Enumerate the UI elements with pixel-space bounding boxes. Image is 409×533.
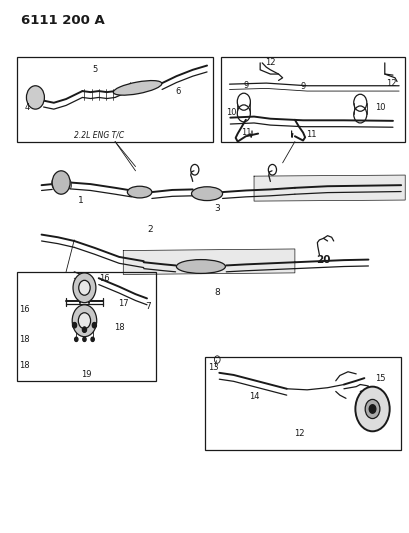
Text: 18: 18: [19, 335, 29, 344]
Text: 19: 19: [81, 370, 92, 379]
Text: 2.2L ENG T/C: 2.2L ENG T/C: [74, 131, 124, 140]
Text: 6: 6: [175, 86, 181, 95]
Circle shape: [26, 86, 44, 109]
Text: 6111 200 A: 6111 200 A: [21, 14, 105, 27]
Circle shape: [72, 305, 97, 337]
Text: 18: 18: [114, 323, 124, 332]
Bar: [204, 357, 400, 450]
Circle shape: [52, 171, 70, 194]
Text: 5: 5: [92, 66, 97, 74]
Circle shape: [83, 337, 86, 342]
Ellipse shape: [113, 80, 162, 95]
Circle shape: [79, 280, 90, 295]
Text: 13: 13: [207, 363, 218, 372]
Text: 7: 7: [144, 302, 150, 311]
Text: 17: 17: [118, 299, 128, 308]
Ellipse shape: [191, 187, 222, 200]
Bar: [17, 272, 155, 381]
Circle shape: [91, 337, 94, 342]
Ellipse shape: [176, 260, 225, 273]
Text: 12: 12: [265, 59, 275, 67]
Circle shape: [72, 322, 76, 328]
Ellipse shape: [52, 180, 56, 189]
Bar: [221, 56, 404, 142]
Ellipse shape: [57, 180, 61, 189]
Polygon shape: [123, 249, 294, 274]
Text: 14: 14: [248, 392, 258, 401]
Text: 9: 9: [300, 82, 305, 91]
Circle shape: [92, 322, 96, 328]
Circle shape: [73, 273, 96, 303]
Text: 8: 8: [214, 287, 220, 296]
Text: 10: 10: [375, 102, 385, 111]
Text: 16: 16: [19, 304, 29, 313]
Text: 18: 18: [19, 361, 29, 370]
Circle shape: [82, 327, 86, 332]
Circle shape: [369, 405, 375, 413]
Text: 15: 15: [375, 374, 385, 383]
Text: 20: 20: [315, 255, 330, 265]
Circle shape: [74, 337, 78, 342]
Text: 11: 11: [305, 130, 316, 139]
Text: 4: 4: [25, 102, 30, 111]
Text: 9: 9: [243, 81, 248, 90]
Text: 12: 12: [385, 78, 395, 87]
Circle shape: [78, 313, 90, 329]
Text: 3: 3: [214, 204, 220, 213]
Text: 12: 12: [293, 430, 303, 439]
Circle shape: [364, 399, 379, 418]
Ellipse shape: [62, 180, 66, 189]
Polygon shape: [254, 175, 404, 201]
Ellipse shape: [67, 180, 71, 189]
Text: 10: 10: [226, 108, 236, 117]
Ellipse shape: [127, 186, 151, 198]
Text: 11: 11: [240, 128, 250, 137]
Bar: [17, 56, 213, 142]
Text: 1: 1: [77, 196, 83, 205]
Text: 2: 2: [147, 225, 152, 234]
Circle shape: [355, 386, 389, 431]
Text: 16: 16: [99, 273, 110, 282]
